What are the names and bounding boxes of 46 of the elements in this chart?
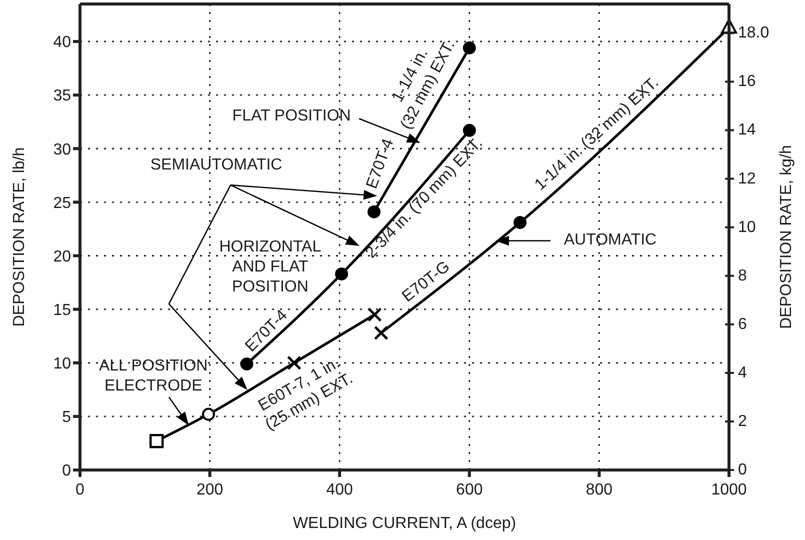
y2-tick-label: 0	[738, 462, 747, 478]
x-tick-label: 400	[326, 481, 354, 498]
y-tick-label: 25	[53, 194, 72, 212]
x-tick-label: 0	[76, 481, 85, 498]
y-tick-label: 35	[53, 88, 72, 105]
y-tick-label: 10	[53, 356, 72, 373]
y2-tick-label: 14	[738, 122, 756, 139]
point	[240, 357, 254, 370]
point	[335, 267, 348, 280]
y2-tick-label: 8	[738, 267, 747, 284]
x-tick-label: 800	[586, 481, 613, 498]
y-tick-label: 5	[62, 409, 72, 426]
x-tick-label: 200	[196, 481, 224, 498]
annotation: 1-1/4 in. (32 mm) EXT.	[388, 38, 458, 132]
annotation: ALL POSITION ELECTRODE	[98, 357, 208, 394]
point	[286, 356, 302, 370]
x-tick-label: 600	[456, 481, 483, 498]
y2-tick-label: 2	[738, 412, 747, 430]
annotation: HORIZONTAL AND FLAT POSITION	[219, 238, 322, 295]
y-tick-label: 40	[53, 34, 72, 52]
point	[374, 326, 388, 340]
point	[367, 307, 382, 322]
y2-tick-label: 6	[738, 316, 747, 333]
y2-axis-title: DEPOSITION RATE, kg/h	[778, 145, 795, 329]
y2-tick-label: 18.0	[738, 24, 770, 42]
x-tick-label: 1000	[711, 481, 747, 498]
y-axis-title: DEPOSITION RATE, lb/h	[11, 147, 28, 327]
y-tick-label: 20	[53, 248, 72, 266]
annotation: AUTOMATIC	[564, 231, 657, 248]
point	[367, 205, 380, 218]
y-tick-label: 30	[53, 141, 72, 158]
y2-tick-label: 12	[738, 170, 756, 188]
point	[462, 41, 476, 54]
point	[202, 408, 215, 421]
point	[514, 216, 527, 230]
y2-tick-label: 4	[738, 364, 747, 382]
x-axis-title: WELDING CURRENT, A (dcep)	[292, 515, 516, 532]
annotation: E70T-4	[363, 136, 397, 191]
y2-tick-label: 16	[738, 73, 756, 90]
y-tick-label: 0	[62, 462, 72, 480]
point	[149, 434, 164, 448]
y2-tick-label: 10	[738, 218, 756, 236]
point	[462, 124, 476, 137]
annotation: FLAT POSITION	[232, 106, 351, 124]
y-tick-label: 15	[53, 302, 72, 319]
annotation: SEMIAUTOMATIC	[150, 156, 282, 174]
